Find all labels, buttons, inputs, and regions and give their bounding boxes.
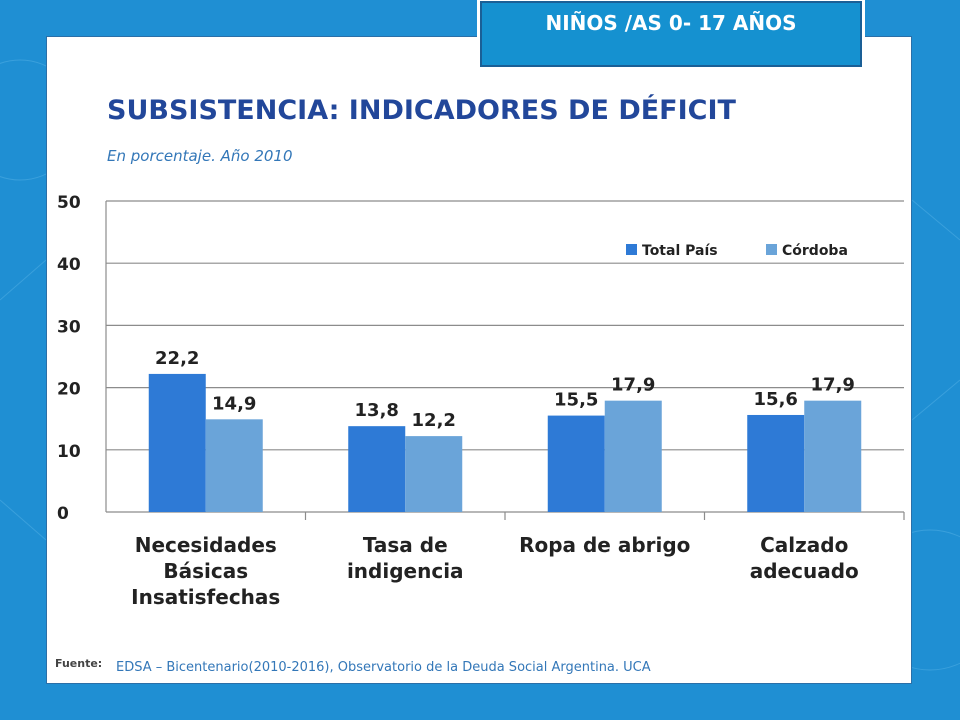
x-category-label: indigencia — [347, 559, 464, 583]
data-label: 22,2 — [155, 348, 199, 369]
page-title: SUBSISTENCIA: INDICADORES DE DÉFICIT — [107, 95, 736, 126]
legend-swatch — [626, 244, 637, 255]
x-category-label: Básicas — [163, 559, 248, 583]
audience-tab: NIÑOS /AS 0- 17 AÑOS — [477, 0, 865, 70]
legend-label: Córdoba — [782, 243, 848, 259]
bar — [804, 400, 862, 512]
bar — [148, 373, 206, 512]
data-label: 17,9 — [611, 375, 655, 396]
data-label: 12,2 — [412, 410, 456, 431]
page-subtitle: En porcentaje. Año 2010 — [107, 147, 293, 165]
legend-swatch — [766, 244, 777, 255]
source-text: EDSA – Bicentenario(2010-2016), Observat… — [116, 660, 651, 675]
bar — [547, 415, 605, 512]
data-label: 15,5 — [554, 390, 598, 411]
y-tick-label: 10 — [57, 442, 81, 462]
bar — [205, 419, 263, 512]
x-category-label: Necesidades — [135, 533, 277, 557]
x-category-label: adecuado — [750, 559, 859, 583]
y-tick-label: 20 — [57, 380, 81, 400]
y-tick-label: 30 — [57, 317, 81, 337]
data-label: 15,6 — [754, 389, 798, 410]
slide-panel — [46, 36, 912, 684]
bar — [747, 414, 805, 512]
x-category-label: Insatisfechas — [131, 585, 280, 609]
bar — [405, 436, 463, 512]
bar — [348, 426, 406, 512]
data-label: 17,9 — [811, 375, 855, 396]
x-category-label: Calzado — [760, 533, 848, 557]
source-label: Fuente: — [55, 657, 103, 670]
data-label: 13,8 — [355, 400, 399, 421]
data-label: 14,9 — [212, 393, 256, 414]
x-category-label: Tasa de — [363, 533, 448, 557]
y-tick-label: 0 — [57, 504, 69, 524]
x-category-label: Ropa de abrigo — [519, 533, 690, 557]
audience-tab-label: NIÑOS /AS 0- 17 AÑOS — [480, 1, 862, 67]
y-tick-label: 40 — [57, 255, 81, 275]
y-tick-label: 50 — [57, 193, 81, 213]
legend-label: Total País — [642, 243, 718, 259]
bar — [604, 400, 662, 512]
